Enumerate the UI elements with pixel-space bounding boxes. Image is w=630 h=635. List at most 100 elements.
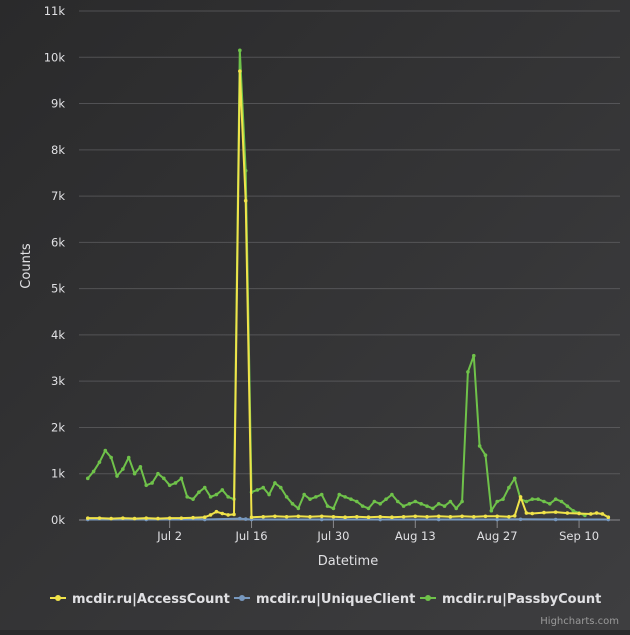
legend-item[interactable]: mcdir.ru|UniqueClient <box>234 592 415 607</box>
data-point[interactable] <box>466 370 470 374</box>
data-point[interactable] <box>395 499 400 504</box>
data-point[interactable] <box>132 516 137 521</box>
data-point[interactable] <box>132 471 137 476</box>
data-point[interactable] <box>208 513 213 517</box>
legend-label[interactable]: mcdir.ru|PassbyCount <box>442 592 601 607</box>
data-point[interactable] <box>378 517 383 522</box>
legend-label[interactable]: mcdir.ru|AccessCount <box>72 592 230 607</box>
data-point[interactable] <box>290 502 295 506</box>
data-point[interactable] <box>495 514 499 519</box>
data-point[interactable] <box>425 504 429 508</box>
data-point[interactable] <box>144 516 149 520</box>
data-point[interactable] <box>255 488 260 492</box>
data-point[interactable] <box>191 497 195 501</box>
data-point[interactable] <box>360 504 365 508</box>
data-point[interactable] <box>220 511 225 516</box>
data-point[interactable] <box>366 506 371 511</box>
data-point[interactable] <box>349 497 353 501</box>
data-point[interactable] <box>249 515 254 520</box>
data-point[interactable] <box>507 485 511 490</box>
data-point[interactable] <box>460 499 464 504</box>
data-point[interactable] <box>366 515 371 520</box>
data-point[interactable] <box>536 497 540 501</box>
data-point[interactable] <box>378 502 383 506</box>
data-point[interactable] <box>343 515 347 520</box>
data-point[interactable] <box>121 467 125 471</box>
data-point[interactable] <box>238 48 242 53</box>
data-point[interactable] <box>343 495 347 499</box>
data-point[interactable] <box>442 504 447 508</box>
data-point[interactable] <box>85 516 90 520</box>
legend-label[interactable]: mcdir.ru|UniqueClient <box>256 592 415 607</box>
data-point[interactable] <box>273 481 277 485</box>
data-point[interactable] <box>524 511 529 515</box>
series-mcdir-ru-accesscount[interactable] <box>85 69 611 521</box>
data-point[interactable] <box>115 474 119 478</box>
data-point[interactable] <box>372 499 377 504</box>
data-point[interactable] <box>238 69 242 73</box>
data-point[interactable] <box>577 511 581 516</box>
data-point[interactable] <box>454 506 459 511</box>
data-point[interactable] <box>483 514 488 519</box>
data-point[interactable] <box>331 506 336 511</box>
data-point[interactable] <box>243 198 248 203</box>
data-point[interactable] <box>401 504 406 508</box>
data-point[interactable] <box>436 517 441 522</box>
data-point[interactable] <box>425 514 429 519</box>
data-point[interactable] <box>524 499 529 504</box>
data-point[interactable] <box>314 495 318 499</box>
data-point[interactable] <box>208 495 213 499</box>
data-point[interactable] <box>401 514 406 519</box>
data-point[interactable] <box>331 514 336 519</box>
data-point[interactable] <box>220 488 225 492</box>
data-point[interactable] <box>530 497 535 501</box>
data-point[interactable] <box>548 502 552 506</box>
data-point[interactable] <box>355 514 359 519</box>
data-point[interactable] <box>606 515 611 520</box>
data-point[interactable] <box>126 455 131 460</box>
data-point[interactable] <box>97 516 102 520</box>
data-point[interactable] <box>214 509 219 514</box>
data-point[interactable] <box>167 516 172 520</box>
data-point[interactable] <box>495 517 499 522</box>
data-point[interactable] <box>542 510 546 515</box>
data-point[interactable] <box>278 485 283 490</box>
data-point[interactable] <box>238 516 242 521</box>
data-point[interactable] <box>594 511 599 515</box>
data-point[interactable] <box>571 508 576 513</box>
data-point[interactable] <box>261 514 266 519</box>
data-point[interactable] <box>202 485 207 490</box>
data-point[interactable] <box>553 497 558 501</box>
data-point[interactable] <box>553 510 558 514</box>
data-point[interactable] <box>390 515 394 520</box>
series-mcdir-ru-passbycount[interactable] <box>85 48 587 518</box>
data-point[interactable] <box>103 448 108 453</box>
data-point[interactable] <box>512 476 517 481</box>
series-line[interactable] <box>87 70 609 520</box>
data-point[interactable] <box>460 514 464 519</box>
data-point[interactable] <box>436 514 441 519</box>
data-point[interactable] <box>296 514 301 519</box>
data-point[interactable] <box>91 469 96 474</box>
data-point[interactable] <box>156 471 160 476</box>
legend-item[interactable]: mcdir.ru|AccessCount <box>50 592 230 607</box>
data-point[interactable] <box>436 502 441 506</box>
data-point[interactable] <box>483 453 488 458</box>
credits-link[interactable]: Highcharts.com <box>540 616 619 627</box>
data-point[interactable] <box>97 460 102 464</box>
data-point[interactable] <box>477 444 482 448</box>
data-point[interactable] <box>232 512 236 517</box>
data-point[interactable] <box>261 485 266 490</box>
data-point[interactable] <box>518 495 523 499</box>
data-point[interactable] <box>85 476 90 481</box>
data-point[interactable] <box>565 511 570 515</box>
data-point[interactable] <box>407 502 412 506</box>
data-point[interactable] <box>507 514 511 519</box>
data-point[interactable] <box>138 464 143 469</box>
data-point[interactable] <box>273 514 277 519</box>
data-point[interactable] <box>214 492 219 497</box>
data-point[interactable] <box>448 499 453 504</box>
data-point[interactable] <box>413 499 418 504</box>
data-point[interactable] <box>109 455 113 460</box>
data-point[interactable] <box>489 508 494 513</box>
